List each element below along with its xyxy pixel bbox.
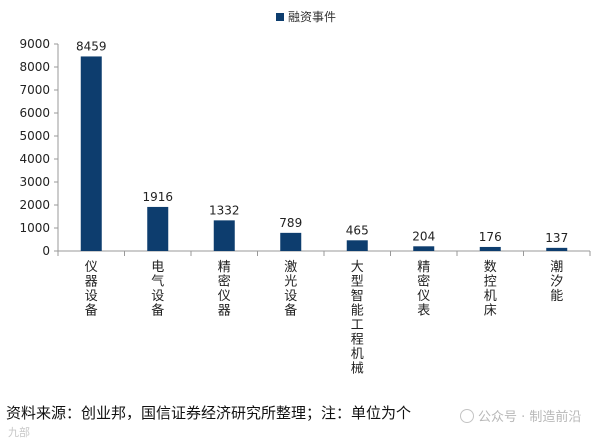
- y-tick-label: 1000: [19, 221, 50, 235]
- y-tick-label: 3000: [19, 175, 50, 189]
- data-label: 465: [346, 223, 369, 237]
- bar: [479, 246, 501, 251]
- source-note: 资料来源：创业邦，国信证券经济研究所整理；注：单位为个: [6, 404, 412, 422]
- x-axis: [57, 250, 591, 256]
- data-labels: 8459 1916 1332 789 465 204 176 137: [76, 39, 568, 244]
- category-label: 潮汐能: [550, 260, 563, 304]
- y-tick-label: 7000: [19, 83, 50, 97]
- corner-watermark: 九部: [8, 426, 30, 439]
- y-tick-label: 6000: [19, 106, 50, 120]
- category-label: 激光设备: [284, 260, 297, 319]
- y-tick-label: 0: [42, 244, 50, 258]
- data-label: 789: [279, 216, 302, 230]
- bar: [546, 247, 568, 251]
- legend-swatch: [276, 12, 284, 21]
- wechat-icon: [460, 408, 474, 423]
- y-tick-label: 8000: [19, 60, 50, 74]
- y-tick-label: 2000: [19, 198, 50, 212]
- category-label: 仪器设备: [85, 260, 98, 319]
- data-label: 1332: [209, 203, 240, 217]
- data-label: 137: [545, 231, 568, 245]
- y-tick-label: 9000: [19, 37, 50, 51]
- watermark: 公众号 · 制造前沿: [460, 406, 581, 425]
- chart-legend: 融资事件: [276, 8, 336, 25]
- bar: [80, 56, 102, 252]
- category-labels: 仪器设备 电气设备 精密仪器 激光设备 大型智能工程机械 精密仪表 数控机床 潮汐能: [85, 260, 564, 377]
- bar: [147, 206, 169, 251]
- category-label: 大型智能工程机械: [351, 260, 364, 377]
- bar: [280, 232, 302, 251]
- bar: [346, 240, 368, 251]
- y-axis: 0 1000 2000 3000 4000 5000 6000 7000 8000 9000: [19, 37, 59, 258]
- bar: [413, 246, 435, 251]
- y-tick-label: 5000: [19, 129, 50, 143]
- y-tick-label: 4000: [19, 152, 50, 166]
- watermark-text: 公众号 · 制造前沿: [478, 410, 582, 425]
- category-label: 精密仪器: [218, 260, 231, 319]
- data-label: 1916: [142, 190, 173, 204]
- bar: [213, 220, 235, 251]
- bars: [80, 56, 568, 252]
- category-label: 电气设备: [151, 260, 164, 319]
- legend-label: 融资事件: [288, 10, 337, 24]
- data-label: 8459: [76, 39, 107, 53]
- data-label: 204: [412, 229, 435, 243]
- category-label: 精密仪表: [417, 260, 430, 319]
- category-label: 数控机床: [484, 260, 497, 319]
- data-label: 176: [479, 230, 502, 244]
